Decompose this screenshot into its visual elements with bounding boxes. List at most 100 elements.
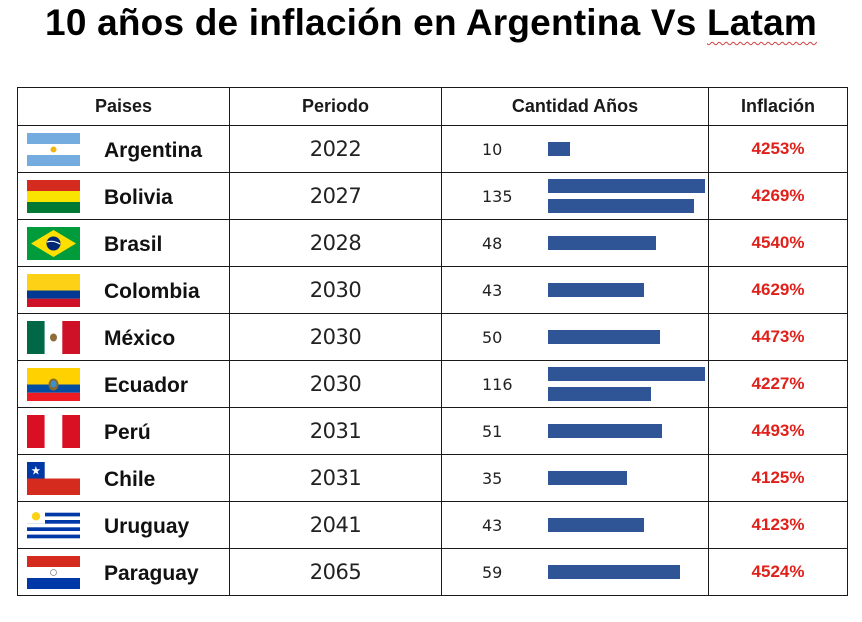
country-name: Ecuador xyxy=(104,374,189,397)
bolivia-flag xyxy=(27,180,80,213)
country-name: Argentina xyxy=(104,139,203,162)
periodo-value: 2027 xyxy=(229,172,442,220)
cantidad-value: 116 xyxy=(482,375,513,394)
cantidad-value: 43 xyxy=(482,516,503,535)
cantidad-cell: 48 xyxy=(441,219,709,267)
cantidad-bar xyxy=(548,142,571,156)
country-name: Brasil xyxy=(104,233,163,256)
country-name: Chile xyxy=(104,468,156,491)
inflacion-value: 4227% xyxy=(708,360,848,408)
country-name: Uruguay xyxy=(104,515,190,538)
argentina-flag xyxy=(27,133,80,166)
cantidad-value: 10 xyxy=(482,140,503,159)
country-cell: Chile xyxy=(17,454,230,502)
cantidad-cell: 43 xyxy=(441,501,709,549)
inflacion-value: 4629% xyxy=(708,266,848,314)
cantidad-value: 50 xyxy=(482,328,503,347)
cantidad-cell: 116 xyxy=(441,360,709,408)
cantidad-bar-overflow xyxy=(548,199,694,213)
table-row: Uruguay 2041 43 4123% xyxy=(17,501,848,549)
inflacion-value: 4493% xyxy=(708,407,848,455)
table-row: Perú 2031 51 4493% xyxy=(17,407,848,455)
cantidad-cell: 59 xyxy=(441,548,709,596)
country-name: Colombia xyxy=(104,280,200,303)
cantidad-value: 51 xyxy=(482,422,503,441)
cantidad-cell: 43 xyxy=(441,266,709,314)
header-row: Paises Periodo Cantidad Años Inflación xyxy=(17,87,848,126)
cantidad-value: 48 xyxy=(482,234,503,253)
country-name: México xyxy=(104,327,176,350)
cantidad-bar xyxy=(548,330,661,344)
cantidad-bar xyxy=(548,283,645,297)
periodo-value: 2030 xyxy=(229,266,442,314)
periodo-value: 2030 xyxy=(229,360,442,408)
periodo-value: 2031 xyxy=(229,454,442,502)
country-cell: Bolivia xyxy=(17,172,230,220)
country-name: Paraguay xyxy=(104,562,199,585)
periodo-value: 2031 xyxy=(229,407,442,455)
periodo-value: 2022 xyxy=(229,125,442,173)
table-row: México 2030 50 4473% xyxy=(17,313,848,361)
colombia-flag xyxy=(27,274,80,307)
peru-flag xyxy=(27,415,80,448)
table-row: Chile 2031 35 4125% xyxy=(17,454,848,502)
mexico-flag xyxy=(27,321,80,354)
country-cell: Perú xyxy=(17,407,230,455)
table-row: Bolivia 2027 135 4269% xyxy=(17,172,848,220)
cantidad-bar xyxy=(548,367,705,381)
inflacion-value: 4524% xyxy=(708,548,848,596)
country-name: Perú xyxy=(104,421,151,444)
periodo-value: 2065 xyxy=(229,548,442,596)
country-cell: Ecuador xyxy=(17,360,230,408)
cantidad-cell: 51 xyxy=(441,407,709,455)
inflacion-value: 4473% xyxy=(708,313,848,361)
country-name: Bolivia xyxy=(104,186,173,209)
chile-flag xyxy=(27,462,80,495)
header-inflacion: Inflación xyxy=(708,87,848,126)
cantidad-value: 43 xyxy=(482,281,503,300)
periodo-value: 2028 xyxy=(229,219,442,267)
cantidad-bar xyxy=(548,424,663,438)
header-cantidad: Cantidad Años xyxy=(441,87,709,126)
title-main: 10 años de inflación en Argentina Vs xyxy=(45,2,707,43)
country-cell: Colombia xyxy=(17,266,230,314)
inflacion-value: 4123% xyxy=(708,501,848,549)
cantidad-cell: 10 xyxy=(441,125,709,173)
cantidad-cell: 35 xyxy=(441,454,709,502)
uruguay-flag xyxy=(27,509,80,542)
paraguay-flag xyxy=(27,556,80,589)
cantidad-cell: 135 xyxy=(441,172,709,220)
periodo-value: 2041 xyxy=(229,501,442,549)
inflacion-value: 4253% xyxy=(708,125,848,173)
periodo-value: 2030 xyxy=(229,313,442,361)
table-row: Brasil 2028 48 4540% xyxy=(17,219,848,267)
cantidad-cell: 50 xyxy=(441,313,709,361)
chart-title: 10 años de inflación en Argentina Vs Lat… xyxy=(0,2,862,44)
inflacion-value: 4125% xyxy=(708,454,848,502)
country-cell: Uruguay xyxy=(17,501,230,549)
country-cell: Argentina xyxy=(17,125,230,173)
inflation-table: Paises Periodo Cantidad Años Inflación A… xyxy=(17,87,848,596)
table-row: Argentina 2022 10 4253% xyxy=(17,125,848,173)
cantidad-bar xyxy=(548,179,705,193)
ecuador-flag xyxy=(27,368,80,401)
cantidad-bar xyxy=(548,565,681,579)
table-row: Ecuador 2030 116 4227% xyxy=(17,360,848,408)
country-cell: Brasil xyxy=(17,219,230,267)
table-row: Paraguay 2065 59 4524% xyxy=(17,548,848,596)
cantidad-value: 135 xyxy=(482,187,513,206)
table-body: Argentina 2022 10 4253% Bolivia 2027 135 4269% B… xyxy=(17,125,848,596)
cantidad-value: 59 xyxy=(482,563,503,582)
brasil-flag xyxy=(27,227,80,260)
inflacion-value: 4540% xyxy=(708,219,848,267)
cantidad-bar xyxy=(548,518,645,532)
header-periodo: Periodo xyxy=(229,87,442,126)
cantidad-bar-overflow xyxy=(548,387,652,401)
inflacion-value: 4269% xyxy=(708,172,848,220)
country-cell: Paraguay xyxy=(17,548,230,596)
title-highlight: Latam xyxy=(706,2,817,43)
cantidad-bar xyxy=(548,471,627,485)
table-row: Colombia 2030 43 4629% xyxy=(17,266,848,314)
cantidad-bar xyxy=(548,236,656,250)
country-cell: México xyxy=(17,313,230,361)
